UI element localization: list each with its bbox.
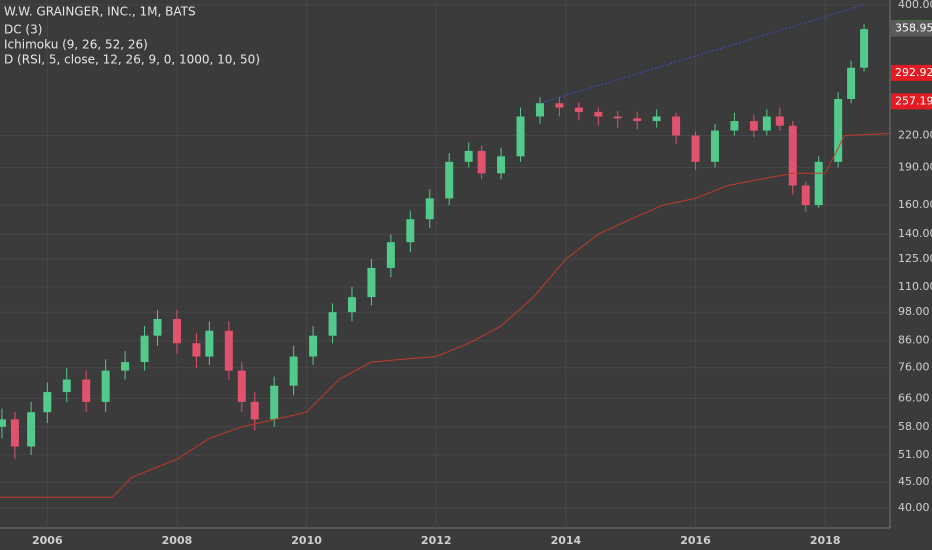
plot <box>0 4 891 498</box>
candle-body <box>847 67 856 99</box>
y-tick-label: 140.00 <box>898 227 932 240</box>
candle-body <box>153 318 162 336</box>
candle-body <box>121 362 130 371</box>
grid <box>0 0 890 528</box>
y-tick-label: 51.00 <box>898 448 930 461</box>
y-tick-label: 125.00 <box>898 252 932 265</box>
candle-body <box>749 121 758 131</box>
y-tick-label: 58.00 <box>898 420 930 433</box>
price-label-box <box>891 64 932 81</box>
candle-body <box>464 150 473 162</box>
candle-body <box>406 219 415 243</box>
y-tick-label: 400.00 <box>898 0 932 11</box>
price-label-box <box>891 20 932 37</box>
candle-body <box>367 267 376 298</box>
candle-body <box>101 370 110 402</box>
x-tick-label: 2016 <box>680 534 711 547</box>
candle-body <box>224 330 233 371</box>
y-tick-label: 40.00 <box>898 501 930 514</box>
chart-title: W.W. GRAINGER, INC., 1M, BATS <box>4 5 196 19</box>
candle-body <box>788 125 797 186</box>
candle-body <box>0 419 6 427</box>
candle-body <box>710 130 719 162</box>
candle-body <box>814 161 823 206</box>
candle-body <box>309 335 318 357</box>
candle-body <box>535 103 544 117</box>
indicator: DC (3) <box>4 23 42 37</box>
candle-body <box>140 335 149 363</box>
candle-body <box>386 242 395 268</box>
price-label: 257.19 <box>895 94 932 107</box>
y-tick-label: 66.00 <box>898 392 930 405</box>
candle-body <box>555 103 564 108</box>
price-label: 292.92 <box>895 66 932 79</box>
candle-body <box>860 29 869 68</box>
x-tick-label: 2014 <box>551 534 582 547</box>
x-tick-label: 2010 <box>291 534 322 547</box>
candle-body <box>574 107 583 112</box>
candle-body <box>652 116 661 122</box>
indicator-line <box>539 4 865 104</box>
candle-body <box>82 379 91 402</box>
candle-body <box>328 312 337 336</box>
y-tick-label: 160.00 <box>898 198 932 211</box>
y-tick-label: 98.00 <box>898 305 930 318</box>
candle-body <box>762 116 771 131</box>
candle-body <box>347 297 356 313</box>
price-label: 358.95 <box>895 22 932 35</box>
candle-body <box>192 343 201 357</box>
candle-body <box>270 385 279 420</box>
candle-body <box>43 392 52 413</box>
candle-body <box>425 198 434 220</box>
candle-body <box>237 370 246 402</box>
candle-body <box>672 116 681 136</box>
candle-body <box>27 412 36 447</box>
x-tick-label: 2006 <box>32 534 63 547</box>
x-tick-label: 2008 <box>162 534 193 547</box>
candle-body <box>172 318 181 344</box>
y-tick-label: 76.00 <box>898 361 930 374</box>
candle-body <box>516 116 525 157</box>
candle-body <box>289 356 298 386</box>
candle-body <box>834 98 843 162</box>
y-tick-label: 190.00 <box>898 161 932 174</box>
candle-body <box>445 161 454 199</box>
y-tick-label: 220.00 <box>898 128 932 141</box>
indicator: D (RSI, 5, close, 12, 26, 9, 0, 1000, 10… <box>4 53 260 67</box>
indicator-line <box>0 133 891 498</box>
y-tick-label: 45.00 <box>898 475 930 488</box>
candle-body <box>730 121 739 131</box>
candle-body <box>62 379 71 393</box>
y-tick-label: 86.00 <box>898 334 930 347</box>
y-tick-label: 110.00 <box>898 280 932 293</box>
candle-body <box>477 150 486 174</box>
candle-body <box>633 118 642 122</box>
candle-body <box>594 111 603 117</box>
candle-body <box>497 156 506 174</box>
price-label-box <box>891 93 932 110</box>
candle-body <box>613 116 622 119</box>
candle-body <box>250 401 259 420</box>
candle-body <box>775 116 784 126</box>
candle-body <box>10 419 19 447</box>
candle-body <box>801 185 810 206</box>
indicator: Ichimoku (9, 26, 52, 26) <box>4 38 148 52</box>
x-tick-label: 2012 <box>421 534 452 547</box>
x-tick-label: 2018 <box>810 534 841 547</box>
candle-body <box>691 135 700 162</box>
candle-body <box>205 330 214 357</box>
